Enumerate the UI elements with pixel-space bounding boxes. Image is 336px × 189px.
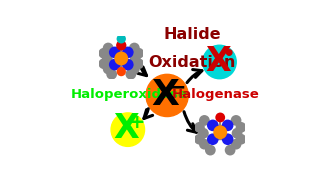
Text: Haloperoxidase: Haloperoxidase	[71, 88, 188, 101]
Circle shape	[203, 45, 236, 79]
Text: +: +	[129, 113, 145, 132]
Text: X: X	[152, 78, 179, 112]
Text: Oxidation: Oxidation	[148, 55, 236, 70]
Text: •: •	[222, 45, 235, 64]
FancyArrowPatch shape	[137, 60, 146, 76]
Circle shape	[146, 74, 188, 117]
FancyArrowPatch shape	[187, 70, 202, 83]
Circle shape	[111, 113, 144, 146]
Text: X: X	[113, 112, 139, 145]
Text: Halide: Halide	[163, 27, 221, 42]
Text: −: −	[168, 78, 186, 98]
Text: Halogenase: Halogenase	[172, 88, 260, 101]
Text: X: X	[205, 45, 230, 78]
FancyArrowPatch shape	[184, 112, 197, 132]
FancyArrowPatch shape	[144, 109, 153, 119]
